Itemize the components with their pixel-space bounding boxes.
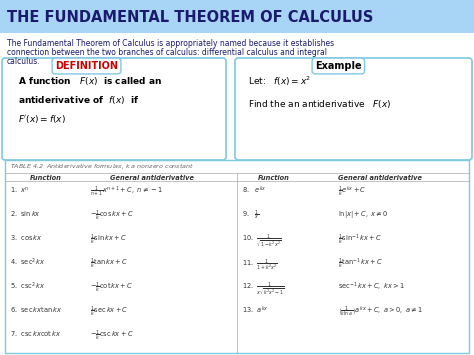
Text: 4.  $\sec^2 kx$: 4. $\sec^2 kx$ (10, 257, 46, 268)
FancyBboxPatch shape (0, 0, 474, 33)
Text: THE FUNDAMENTAL THEOREM OF CALCULUS: THE FUNDAMENTAL THEOREM OF CALCULUS (7, 10, 374, 24)
Text: 12.  $\frac{1}{x\sqrt{k^2x^2-1}}$: 12. $\frac{1}{x\sqrt{k^2x^2-1}}$ (242, 281, 285, 299)
FancyBboxPatch shape (235, 58, 472, 160)
Text: 8.   $e^{kx}$: 8. $e^{kx}$ (242, 185, 266, 196)
Text: $\frac{1}{k}\sin^{-1} kx + C$: $\frac{1}{k}\sin^{-1} kx + C$ (338, 233, 382, 247)
Text: 9.   $\frac{1}{x}$: 9. $\frac{1}{x}$ (242, 209, 260, 222)
Text: $\ln|x| + C,\ x\neq 0$: $\ln|x| + C,\ x\neq 0$ (338, 209, 389, 220)
Text: $-\frac{1}{k}\cos kx + C$: $-\frac{1}{k}\cos kx + C$ (90, 209, 134, 223)
Text: $F^{\prime}(x) = f(x)$: $F^{\prime}(x) = f(x)$ (18, 113, 66, 125)
Text: connection between the two branches of calculus: differential calculus and integ: connection between the two branches of c… (7, 48, 327, 57)
Text: antiderivative of  $f(x)$  if: antiderivative of $f(x)$ if (18, 94, 140, 106)
Text: Function: Function (30, 175, 62, 181)
Text: $\frac{1}{k}\sin kx + C$: $\frac{1}{k}\sin kx + C$ (90, 233, 127, 247)
Text: $\frac{1}{k}\sec kx + C$: $\frac{1}{k}\sec kx + C$ (90, 305, 128, 319)
Text: 7.  $\csc kx\cot kx$: 7. $\csc kx\cot kx$ (10, 329, 61, 338)
Text: 5.  $\csc^2 kx$: 5. $\csc^2 kx$ (10, 281, 46, 292)
Text: 10.  $\frac{1}{\sqrt{1-k^2x^2}}$: 10. $\frac{1}{\sqrt{1-k^2x^2}}$ (242, 233, 282, 250)
Text: 13.  $a^{kx}$: 13. $a^{kx}$ (242, 305, 269, 316)
Text: $\frac{1}{k}\tan kx + C$: $\frac{1}{k}\tan kx + C$ (90, 257, 128, 271)
Text: $\left(\frac{1}{k\ln a}\right)a^{kx} + C,\ a>0,\ a\neq 1$: $\left(\frac{1}{k\ln a}\right)a^{kx} + C… (338, 305, 423, 319)
Text: $-\frac{1}{k}\csc kx + C$: $-\frac{1}{k}\csc kx + C$ (90, 329, 134, 343)
Text: $-\frac{1}{k}\cot kx + C$: $-\frac{1}{k}\cot kx + C$ (90, 281, 133, 295)
Text: A function   $F(x)$  is called an: A function $F(x)$ is called an (18, 75, 162, 87)
Text: 1.  $x^n$: 1. $x^n$ (10, 185, 29, 195)
Text: $\frac{1}{k}\tan^{-1} kx + C$: $\frac{1}{k}\tan^{-1} kx + C$ (338, 257, 383, 271)
FancyBboxPatch shape (2, 58, 226, 160)
Text: Example: Example (315, 61, 362, 71)
Text: The Fundamental Theorem of Calculus is appropriately named because it establishe: The Fundamental Theorem of Calculus is a… (7, 39, 334, 48)
Text: Let:   $f(x) = x^2$: Let: $f(x) = x^2$ (248, 75, 311, 88)
Text: calculus.: calculus. (7, 57, 41, 66)
Text: Function: Function (258, 175, 290, 181)
Text: $\sec^{-1} kx + C,\ kx>1$: $\sec^{-1} kx + C,\ kx>1$ (338, 281, 405, 293)
Text: 6.  $\sec kx\tan kx$: 6. $\sec kx\tan kx$ (10, 305, 62, 314)
Text: General antiderivative: General antiderivative (110, 175, 194, 181)
Text: 3.  $\cos kx$: 3. $\cos kx$ (10, 233, 43, 242)
Text: $\frac{1}{k}e^{kx} + C$: $\frac{1}{k}e^{kx} + C$ (338, 185, 366, 199)
Text: $\frac{1}{n+1}x^{n+1} + C,\ n\neq -1$: $\frac{1}{n+1}x^{n+1} + C,\ n\neq -1$ (90, 185, 163, 199)
Text: DEFINITION: DEFINITION (55, 61, 118, 71)
Text: 2.  $\sin kx$: 2. $\sin kx$ (10, 209, 41, 218)
Text: 11.  $\frac{1}{1+k^2x^2}$: 11. $\frac{1}{1+k^2x^2}$ (242, 257, 278, 272)
Text: Find the an antiderivative   $F(x)$: Find the an antiderivative $F(x)$ (248, 98, 392, 110)
FancyBboxPatch shape (5, 160, 469, 353)
Text: General antiderivative: General antiderivative (338, 175, 422, 181)
Text: TABLE 4.2  Antiderivative formulas, $k$ a nonzero constant: TABLE 4.2 Antiderivative formulas, $k$ a… (10, 162, 194, 171)
